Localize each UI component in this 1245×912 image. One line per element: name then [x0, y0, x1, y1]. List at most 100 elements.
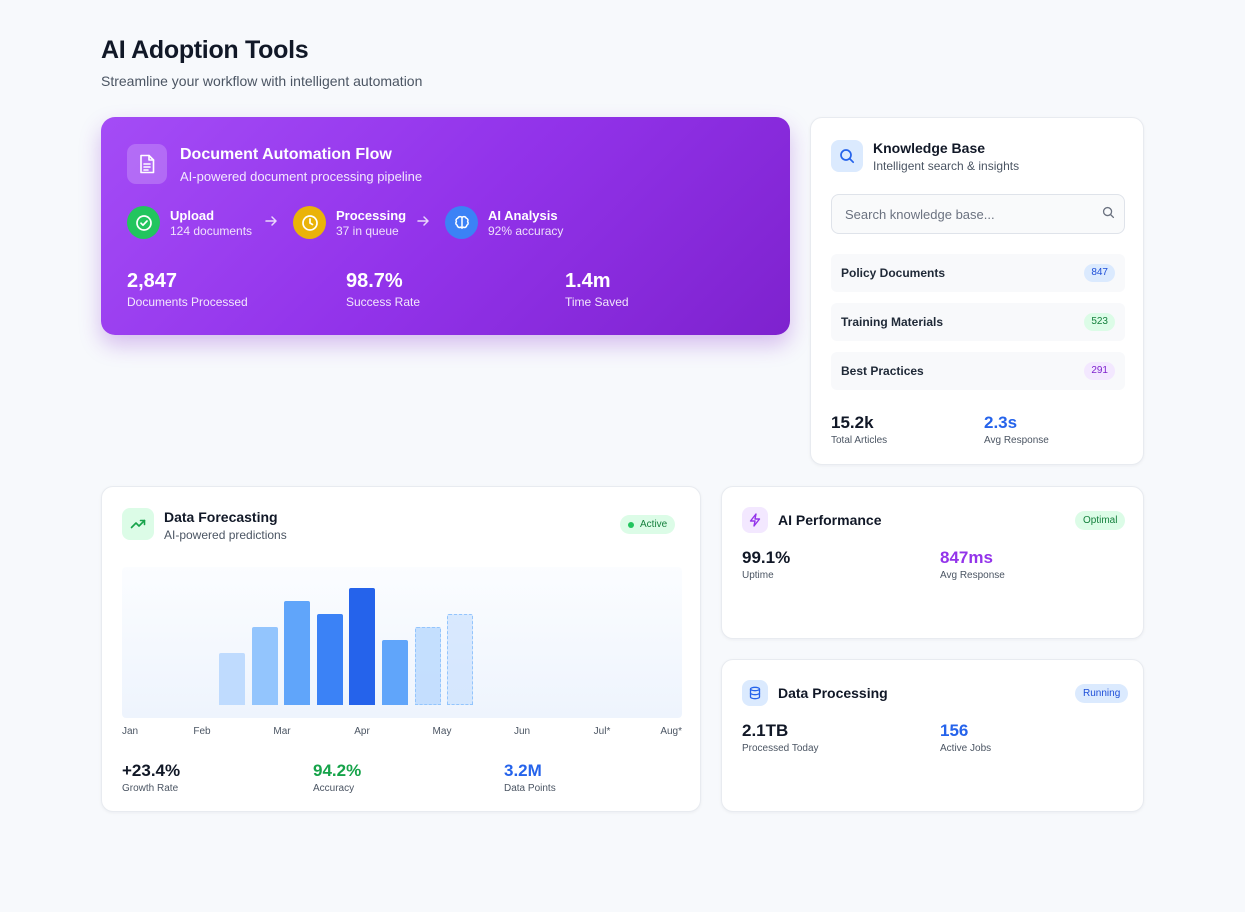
category-count-badge: 847 — [1084, 264, 1115, 282]
step-detail: 124 documents — [170, 223, 253, 238]
knowledge-search-input[interactable] — [831, 194, 1125, 234]
automation-title: Document Automation Flow — [180, 146, 392, 163]
lightning-icon — [742, 507, 768, 533]
stat-label: Processed Today — [742, 743, 819, 754]
stat-label: Avg Response — [984, 435, 1049, 446]
stat-active-jobs: 156 Active Jobs — [940, 720, 991, 754]
category-label: Policy Documents — [841, 266, 946, 280]
stat-value: 15.2k — [831, 413, 874, 432]
stat-value: 2,847 — [127, 270, 178, 292]
ai-performance-card: AI Performance Optimal 99.1% Uptime 847m… — [721, 486, 1144, 639]
stat-value: +23.4% — [122, 761, 181, 780]
stat-label: Growth Rate — [122, 783, 179, 794]
stat-label: Active Jobs — [940, 743, 992, 754]
automation-subtitle: AI-powered document processing pipeline — [180, 169, 423, 184]
brain-icon — [445, 206, 478, 239]
step-processing: Processing 37 in queue — [293, 206, 406, 239]
stat-label: Total Articles — [831, 435, 888, 446]
stat-label: Uptime — [742, 570, 774, 581]
stat-time-saved: 1.4m Time Saved — [565, 269, 629, 309]
page-subtitle: Streamline your workflow with intelligen… — [101, 73, 423, 89]
forecast-chart — [122, 567, 682, 718]
knowledge-base-subtitle: Intelligent search & insights — [873, 159, 1020, 173]
stat-label: Accuracy — [313, 783, 355, 794]
step-detail: 92% accuracy — [488, 223, 564, 238]
category-count-badge: 523 — [1084, 313, 1115, 331]
category-best-practices[interactable]: Best Practices 291 — [831, 352, 1125, 390]
stat-data-points: 3.2M Data Points — [504, 760, 556, 794]
stat-label: Data Points — [504, 783, 556, 794]
month-label: May — [432, 726, 452, 737]
status-badge: Running — [1075, 684, 1129, 703]
stat-value: 94.2% — [313, 761, 362, 780]
arrow-right-icon — [265, 216, 277, 226]
trend-up-icon — [122, 508, 154, 540]
clock-icon — [293, 206, 326, 239]
step-upload: Upload 124 documents — [127, 206, 252, 239]
stat-label: Time Saved — [565, 295, 629, 309]
month-label: Feb — [193, 726, 211, 737]
month-label: Jan — [122, 726, 139, 737]
stat-documents-processed: 2,847 Documents Processed — [127, 269, 248, 309]
stat-value: 98.7% — [346, 270, 403, 292]
stat-total-articles: 15.2k Total Articles — [831, 412, 887, 446]
ai-performance-title: AI Performance — [778, 512, 882, 528]
data-forecasting-card: Data Forecasting AI-powered predictions … — [101, 486, 701, 812]
month-label: Jul* — [593, 726, 611, 737]
month-label: Aug* — [660, 726, 682, 737]
status-dot-icon — [628, 521, 634, 528]
bar-aug — [447, 614, 474, 705]
page-title: AI Adoption Tools — [101, 36, 309, 64]
bar-jul — [414, 627, 441, 705]
knowledge-base-title: Knowledge Base — [873, 140, 986, 156]
stat-label: Success Rate — [346, 295, 421, 309]
step-label: Upload — [170, 207, 215, 223]
knowledge-base-card: Knowledge Base Intelligent search & insi… — [810, 117, 1144, 465]
stat-avg-response: 2.3s Avg Response — [984, 412, 1049, 446]
data-processing-title: Data Processing — [778, 685, 888, 701]
stat-label: Documents Processed — [127, 295, 248, 309]
category-label: Training Materials — [841, 315, 944, 329]
forecasting-subtitle: AI-powered predictions — [164, 528, 287, 542]
bar-jan — [219, 653, 245, 705]
check-circle-icon — [127, 206, 160, 239]
category-training-materials[interactable]: Training Materials 523 — [831, 303, 1125, 341]
stat-label: Avg Response — [940, 570, 1005, 581]
category-policy-documents[interactable]: Policy Documents 847 — [831, 254, 1125, 292]
stat-avg-response: 847ms Avg Response — [940, 547, 1005, 581]
month-label: Apr — [354, 726, 370, 737]
month-label: Mar — [273, 726, 291, 737]
stat-value: 3.2M — [504, 761, 542, 780]
stat-value: 1.4m — [565, 270, 611, 292]
stat-growth-rate: +23.4% Growth Rate — [122, 760, 180, 794]
stat-uptime: 99.1% Uptime — [742, 547, 790, 581]
stat-processed-today: 2.1TB Processed Today — [742, 720, 819, 754]
status-badge: Active — [620, 515, 676, 534]
bar-may — [349, 588, 376, 705]
document-automation-card[interactable]: Document Automation Flow AI-powered docu… — [101, 117, 790, 335]
stat-accuracy: 94.2% Accuracy — [313, 760, 361, 794]
bar-apr — [316, 614, 343, 705]
category-label: Best Practices — [841, 364, 924, 378]
bar-mar — [284, 601, 311, 705]
stat-value: 99.1% — [742, 548, 791, 567]
data-processing-card: Data Processing Running 2.1TB Processed … — [721, 659, 1144, 812]
month-label: Jun — [513, 726, 531, 737]
stat-value: 156 — [940, 721, 969, 740]
bar-jun — [382, 640, 408, 705]
database-icon — [742, 680, 768, 706]
stat-value: 2.1TB — [742, 721, 789, 740]
step-detail: 37 in queue — [336, 223, 399, 238]
forecasting-title: Data Forecasting — [164, 509, 278, 525]
search-icon[interactable] — [1102, 206, 1115, 219]
bar-feb — [251, 627, 278, 705]
step-ai-analysis: AI Analysis 92% accuracy — [445, 206, 563, 239]
step-label: AI Analysis — [488, 207, 558, 223]
arrow-right-icon — [417, 216, 429, 226]
status-label: Active — [640, 519, 668, 530]
stat-value: 847ms — [940, 548, 993, 567]
document-icon — [127, 144, 167, 184]
step-label: Processing — [336, 207, 407, 223]
stat-success-rate: 98.7% Success Rate — [346, 269, 420, 309]
stat-value: 2.3s — [984, 413, 1018, 432]
